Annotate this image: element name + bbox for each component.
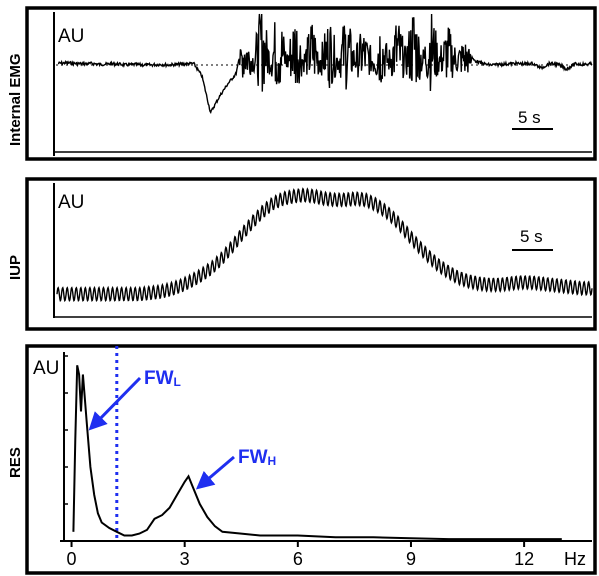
iup-au-label: AU: [58, 192, 84, 213]
emg-trace: [57, 13, 593, 115]
iup-frame: [25, 177, 597, 331]
res-annotation-label: FWH: [238, 447, 276, 468]
res-annotation-label: FWL: [144, 368, 181, 389]
res-annotation-arrow: [195, 455, 235, 490]
emg-y-label: Internal EMG: [7, 53, 24, 146]
iup-scale-label: 5 s: [520, 227, 543, 246]
res-panel: RES AU 0 3 6 9 12 Hz FWL FWH: [7, 344, 597, 575]
res-spectrum-trace: [72, 365, 562, 541]
emg-scale-label: 5 s: [518, 108, 541, 127]
res-annotations: FWL FWH: [88, 368, 276, 490]
res-x-tick-label: 0: [67, 549, 77, 569]
emg-panel: Internal EMG AU 5 s: [7, 6, 597, 161]
iup-panel: IUP AU 5 s: [7, 177, 597, 331]
emg-au-label: AU: [58, 26, 84, 47]
iup-trace: [56, 187, 593, 303]
res-annotation-arrow: [88, 376, 142, 431]
res-x-tick-label: 9: [406, 549, 416, 569]
res-y-label: RES: [7, 447, 24, 478]
res-y-ticks: [64, 355, 68, 505]
res-x-unit-label: Hz: [564, 549, 586, 569]
res-x-tick-label: 6: [293, 549, 303, 569]
res-x-tick-label: 12: [514, 549, 534, 569]
iup-y-label: IUP: [7, 255, 24, 280]
res-x-ticks: 0 3 6 9 12: [67, 541, 534, 569]
res-au-label: AU: [33, 358, 59, 379]
res-x-tick-label: 3: [180, 549, 190, 569]
